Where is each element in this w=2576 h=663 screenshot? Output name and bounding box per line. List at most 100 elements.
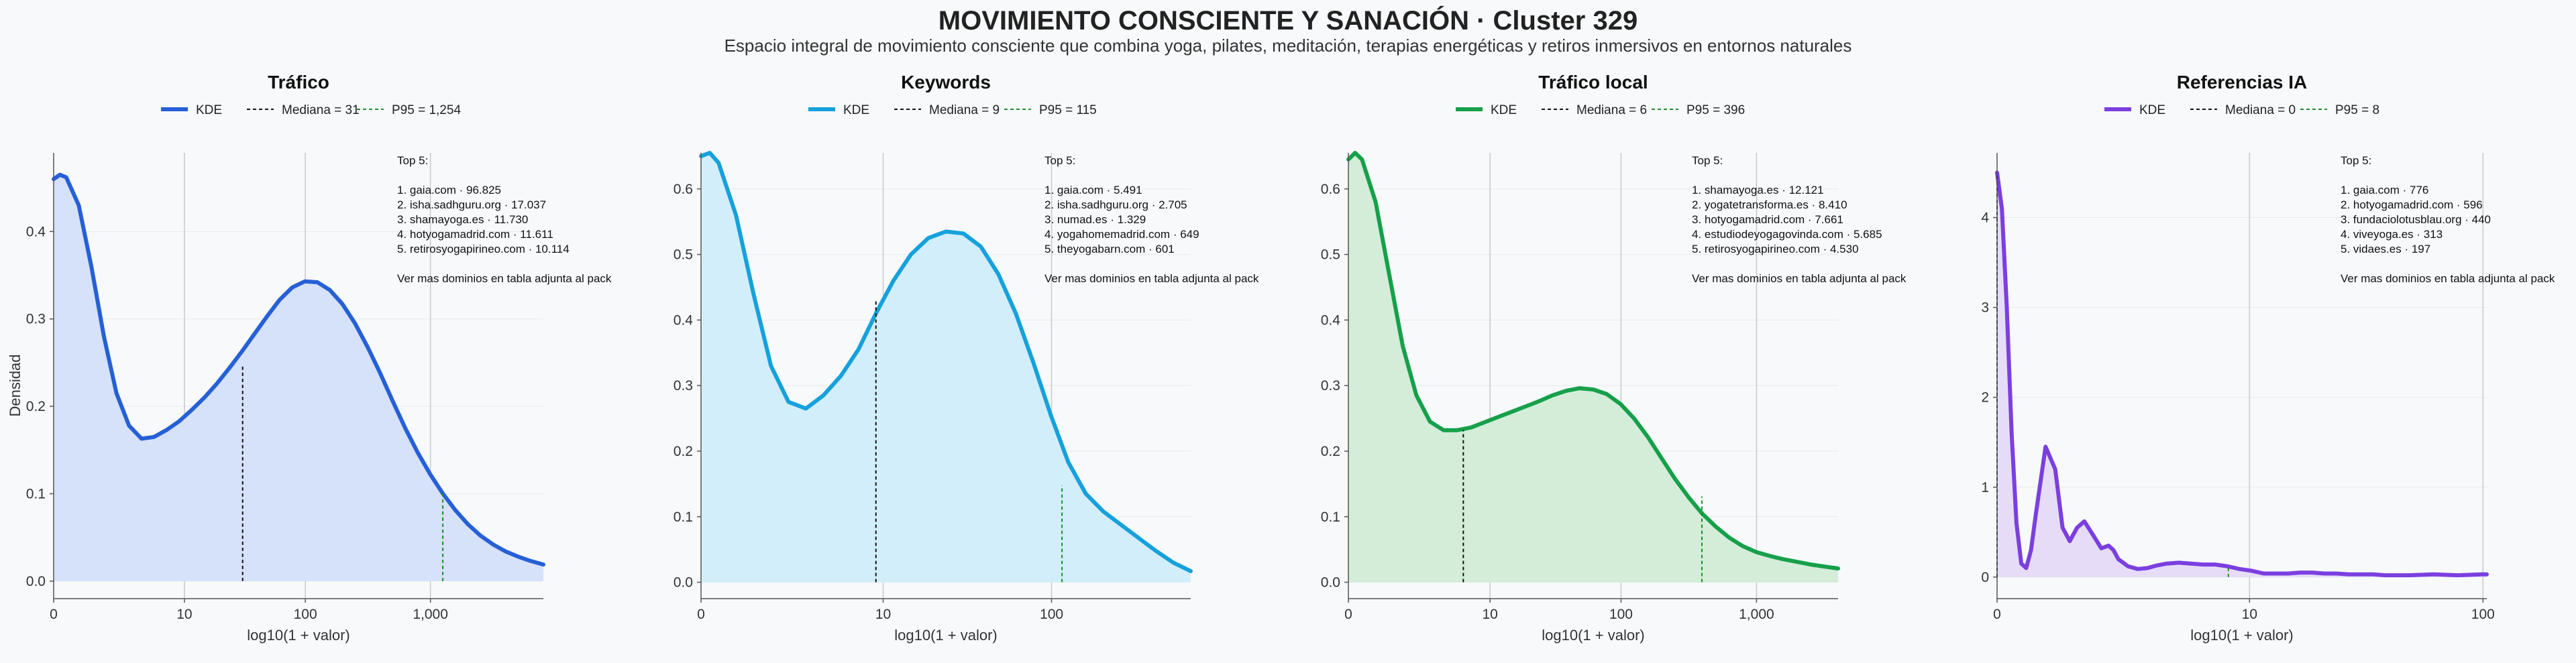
y-tick-label: 0.3 [26,312,46,327]
y-tick-label: 0.0 [674,575,693,591]
annotation-line: 3. shamayoga.es · 11.730 [397,213,528,226]
annotation-line: Top 5: [1692,154,1723,167]
annotation-line: 2. hotyogamadrid.com · 596 [2341,198,2483,211]
y-tick-label: 0.5 [1321,247,1340,263]
panel-4: Referencias IA KDE Mediana = 0 P95 = 8 0 1 2 3 4… [1981,72,2555,644]
annotation-line: 1. gaia.com · 776 [2341,184,2428,196]
legend-median-label: Mediana = 9 [929,103,1000,117]
kde-line [1346,151,1840,570]
panel-title: Referencias IA [2177,72,2308,93]
y-tick-label: 0.1 [1321,509,1340,525]
figure-title: MOVIMIENTO CONSCIENTE Y SANACIÓN · Clust… [938,5,1638,36]
annotation-line: 3. fundaciolotusblau.org · 440 [2341,213,2491,226]
y-tick-label: 0.1 [26,487,46,502]
panel-3: Tráfico local KDE Mediana = 6 P95 = 396 0.0 0… [1321,72,1907,644]
y-tick-label: 0.6 [674,182,693,197]
panel-title: Tráfico [268,72,329,93]
legend-p95-label: P95 = 396 [1686,103,1745,117]
y-tick-label: 0.0 [1321,575,1340,591]
annotation-line: 3. numad.es · 1.329 [1044,213,1146,226]
x-tick-label: 1,000 [1739,607,1774,622]
annotation-line: 5. vidaes.es · 197 [2341,243,2430,255]
y-tick-label: 0.4 [26,224,46,239]
kde-line [1995,170,2489,578]
y-tick-label: 0.0 [26,574,46,589]
legend-kde-label: KDE [196,103,222,117]
y-tick-label: 0.2 [26,399,46,414]
x-axis-label: log10(1 + valor) [1542,627,1644,644]
x-axis-label: log10(1 + valor) [894,627,997,644]
x-axis-label: log10(1 + valor) [2190,627,2293,644]
panel-2: Keywords KDE Mediana = 9 P95 = 115 0.0 0.1 0.2… [674,72,1259,644]
annotation-line: Ver mas dominios en tabla adjunta al pac… [2341,272,2555,285]
x-tick-label: 1,000 [413,607,448,622]
y-tick-label: 0.2 [674,444,693,459]
x-tick-label: 0 [1344,607,1352,622]
y-tick-label: 0.4 [1321,312,1341,328]
legend-p95-label: P95 = 8 [2335,103,2379,117]
panels: Tráfico KDE Mediana = 31 P95 = 1,254 0.0 0.1 0… [26,72,2555,644]
legend-median-label: Mediana = 0 [2225,103,2296,117]
y-tick-label: 0.2 [1321,444,1340,459]
panel-title: Tráfico local [1538,72,1648,93]
annotation-line: 3. hotyogamadrid.com · 7.661 [1692,213,1843,226]
annotation-line: Top 5: [1044,154,1075,167]
y-tick-label: 0.4 [674,312,694,328]
annotation-line: 1. gaia.com · 5.491 [1044,184,1142,196]
annotation-line: 5. retirosyogapirineo.com · 10.114 [397,243,570,255]
y-tick-label: 4 [1981,210,1989,226]
annotation-line: Ver mas dominios en tabla adjunta al pac… [1692,272,1907,285]
x-axis-label: log10(1 + valor) [247,627,350,644]
figure-subtitle: Espacio integral de movimiento conscient… [724,36,1852,56]
annotation-line: 4. viveyoga.es · 313 [2341,228,2443,241]
annotation-line: Top 5: [397,154,428,167]
y-tick-label: 0.1 [674,509,693,525]
y-tick-label: 0.3 [674,378,693,394]
annotation-line: 2. isha.sadhguru.org · 2.705 [1044,198,1187,211]
annotation-line: 5. theyogabarn.com · 601 [1044,243,1175,255]
annotation-line: 2. yogatetransforma.es · 8.410 [1692,198,1847,211]
annotation-line: 1. gaia.com · 96.825 [397,184,501,196]
y-tick-label: 0.6 [1321,182,1340,197]
annotation-line: 5. retirosyogapirineo.com · 4.530 [1692,243,1859,255]
legend-median-label: Mediana = 31 [282,103,360,117]
x-tick-label: 100 [2471,607,2495,622]
annotation-line: Ver mas dominios en tabla adjunta al pac… [397,272,612,285]
legend-kde-label: KDE [843,103,869,117]
legend-median-label: Mediana = 6 [1576,103,1647,117]
x-tick-label: 100 [1609,607,1633,622]
annotation-line: Top 5: [2341,154,2371,167]
x-tick-label: 10 [2242,607,2257,622]
annotation-line: 4. estudiodeyogagovinda.com · 5.685 [1692,228,1882,241]
legend-p95-label: P95 = 1,254 [392,103,461,117]
legend-kde-label: KDE [2139,103,2165,117]
y-tick-label: 0 [1981,570,1989,585]
kde-line [699,151,1193,573]
kde-area [1348,153,1838,583]
x-tick-label: 0 [1993,607,2001,622]
y-tick-label: 0.3 [1321,378,1340,394]
kde-line [52,172,545,567]
x-tick-label: 10 [176,607,192,622]
annotation-line: Ver mas dominios en tabla adjunta al pac… [1044,272,1259,285]
kde-area [54,174,543,581]
annotation-line: 4. hotyogamadrid.com · 11.611 [397,228,553,241]
x-tick-label: 10 [1482,607,1497,622]
kde-area [701,153,1191,583]
panel-1: Tráfico KDE Mediana = 31 P95 = 1,254 0.0 0.1 0… [26,72,612,644]
x-tick-label: 100 [294,607,317,622]
annotation-line: 2. isha.sadhguru.org · 17.037 [397,198,546,211]
x-tick-label: 0 [50,607,58,622]
y-axis-label: Densidad [7,355,23,417]
x-tick-label: 10 [875,607,891,622]
legend-kde-label: KDE [1491,103,1517,117]
x-tick-label: 0 [697,607,705,622]
y-tick-label: 0.5 [674,247,693,263]
panel-title: Keywords [901,72,991,93]
y-tick-label: 2 [1981,390,1989,406]
y-tick-label: 1 [1981,480,1989,495]
kde-area [1997,172,2487,577]
x-tick-label: 100 [1040,607,1063,622]
y-tick-label: 3 [1981,300,1989,316]
